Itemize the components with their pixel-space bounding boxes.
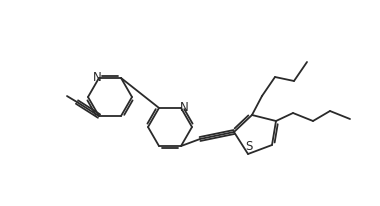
Text: S: S [245, 140, 253, 153]
Text: N: N [93, 71, 101, 84]
Text: N: N [180, 101, 188, 114]
